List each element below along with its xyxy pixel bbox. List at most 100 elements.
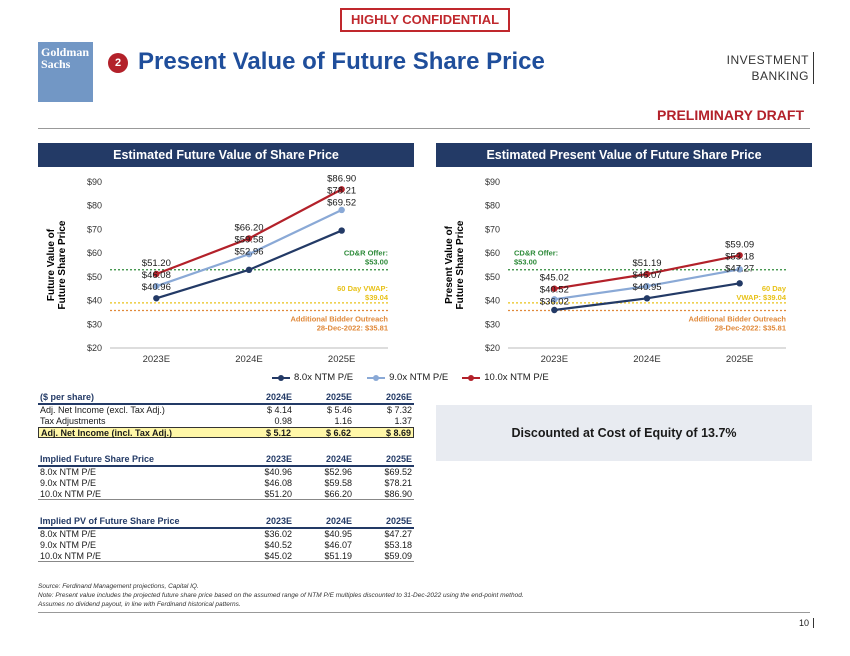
data-label: $52.96 — [234, 246, 263, 257]
table-cell: 9.0x NTM P/E — [40, 540, 97, 550]
reference-label: $39.04 — [365, 293, 389, 302]
table-cell: $52.96 — [324, 467, 352, 477]
table-header-row: Implied Future Share Price 2023E 2024E 2… — [38, 454, 414, 467]
table-cell: $66.20 — [324, 489, 352, 499]
footnote-source: Source: Ferdinand Management projections… — [38, 583, 199, 590]
data-point — [153, 295, 160, 302]
y-tick-label: $60 — [485, 248, 500, 258]
table-cell: 0.98 — [274, 416, 292, 426]
data-point — [338, 206, 345, 214]
data-label: $46.07 — [632, 270, 661, 281]
x-tick-label: 2023E — [541, 354, 568, 365]
table-cell: $40.95 — [324, 529, 352, 539]
y-tick-label: $60 — [87, 248, 102, 258]
future-share-price-table: Implied Future Share Price 2023E 2024E 2… — [38, 454, 414, 500]
table-cell: $ 5.12 — [265, 428, 291, 438]
table-cell: $46.08 — [264, 478, 292, 488]
y-tick-label: $30 — [485, 319, 500, 329]
header-divider — [38, 128, 810, 129]
table-header-cell: 2023E — [265, 516, 292, 526]
table-cell: $40.96 — [264, 467, 292, 477]
table-row: Adj. Net Income (excl. Tax Adj.) $ 4.14 … — [38, 405, 414, 416]
data-point — [245, 235, 253, 242]
reference-label: $53.00 — [514, 258, 537, 267]
table-cell: $78.21 — [384, 478, 412, 488]
y-tick-label: $30 — [87, 319, 102, 329]
data-label: $40.52 — [540, 285, 569, 296]
reference-label: VWAP: $39.04 — [736, 293, 786, 302]
table-cell: Tax Adjustments — [40, 416, 106, 426]
x-tick-label: 2025E — [726, 354, 753, 365]
data-label: $78.21 — [327, 185, 356, 196]
data-label: $51.20 — [142, 258, 171, 269]
data-label: $69.52 — [327, 197, 356, 208]
table-cell: $59.09 — [384, 551, 412, 561]
x-tick-label: 2023E — [143, 354, 170, 365]
x-tick-label: 2024E — [633, 354, 660, 365]
left-chart-header: Estimated Future Value of Share Price — [38, 143, 414, 167]
data-point — [643, 282, 651, 290]
table-cell: Adj. Net Income (excl. Tax Adj.) — [40, 405, 165, 415]
investment-banking-label: INVESTMENT BANKING — [727, 52, 814, 84]
data-point — [153, 282, 160, 290]
table-row: 10.0x NTM P/E $45.02 $51.19 $59.09 — [38, 551, 414, 562]
legend-swatch — [462, 374, 481, 381]
data-point — [338, 186, 345, 193]
table-header-cell: 2024E — [265, 392, 292, 402]
right-chart-header: Estimated Present Value of Future Share … — [436, 143, 812, 167]
table-header-cell: 2025E — [385, 454, 412, 464]
data-point — [736, 280, 743, 287]
table-cell: $59.58 — [324, 478, 352, 488]
reference-label: Additional Bidder Outreach — [290, 315, 388, 324]
table-cell: $ 4.14 — [266, 405, 292, 415]
legend-item-8x: 8.0x NTM P/E — [272, 372, 353, 383]
y-tick-label: $80 — [485, 201, 500, 211]
reference-label: 28-Dec-2022: $35.81 — [317, 324, 388, 333]
table-cell: 8.0x NTM P/E — [40, 467, 97, 477]
table-row: 9.0x NTM P/E $40.52 $46.07 $53.18 — [38, 540, 414, 551]
data-point — [643, 270, 651, 278]
present-value-chart: Present Value ofFuture Share Price $90 $80… — [444, 177, 787, 365]
y-tick-label: $20 — [87, 343, 102, 353]
page-number: 10 — [799, 618, 814, 628]
footer-divider — [38, 612, 810, 613]
legend-swatch — [367, 374, 386, 381]
table-cell: 8.0x NTM P/E — [40, 529, 97, 539]
table-cell: $ 7.32 — [386, 405, 412, 415]
table-cell: $36.02 — [264, 529, 292, 539]
chart-legend: 8.0x NTM P/E 9.0x NTM P/E 10.0x NTM P/E — [272, 372, 549, 383]
data-label: $40.95 — [632, 282, 661, 293]
pv-share-price-table: Implied PV of Future Share Price 2023E 2… — [38, 516, 414, 562]
y-tick-label: $70 — [87, 224, 102, 234]
legend-label: 10.0x NTM P/E — [484, 372, 549, 383]
legend-item-10x: 10.0x NTM P/E — [462, 372, 549, 383]
data-label: $53.18 — [725, 251, 754, 262]
table-cell: $ 5.46 — [326, 405, 352, 415]
table-cell: $51.19 — [324, 551, 352, 561]
table-header-cell: 2026E — [385, 392, 412, 402]
table-header-cell: Implied Future Share Price — [40, 454, 155, 464]
logo-line1: Goldman — [41, 45, 90, 59]
table-row: Tax Adjustments 0.98 1.16 1.37 — [38, 416, 414, 427]
y-tick-label: $50 — [485, 272, 500, 282]
table-cell: 10.0x NTM P/E — [40, 551, 102, 561]
table-header-cell: 2025E — [385, 516, 412, 526]
table-row: 8.0x NTM P/E $40.96 $52.96 $69.52 — [38, 467, 414, 478]
legend-label: 9.0x NTM P/E — [389, 372, 449, 383]
data-label: $86.90 — [327, 173, 356, 184]
data-label: $46.08 — [142, 270, 171, 281]
preliminary-draft-label: PRELIMINARY DRAFT — [657, 107, 804, 123]
reference-label: Additional Bidder Outreach — [688, 315, 786, 324]
table-cell: $ 8.69 — [385, 428, 411, 438]
table-highlight-row: Adj. Net Income (incl. Tax Adj.) $ 5.12 … — [38, 427, 414, 438]
footnote-note: Note: Present value includes the project… — [38, 592, 524, 599]
legend-item-9x: 9.0x NTM P/E — [367, 372, 448, 383]
section-number-badge: 2 — [108, 53, 128, 73]
reference-label: $53.00 — [365, 258, 388, 267]
table-header-cell: 2023E — [265, 454, 292, 464]
table-header-cell: 2024E — [325, 454, 352, 464]
table-header-cell: 2024E — [325, 516, 352, 526]
table-cell: $69.52 — [384, 467, 412, 477]
y-tick-label: $40 — [485, 296, 500, 306]
y-tick-label: $40 — [87, 296, 102, 306]
